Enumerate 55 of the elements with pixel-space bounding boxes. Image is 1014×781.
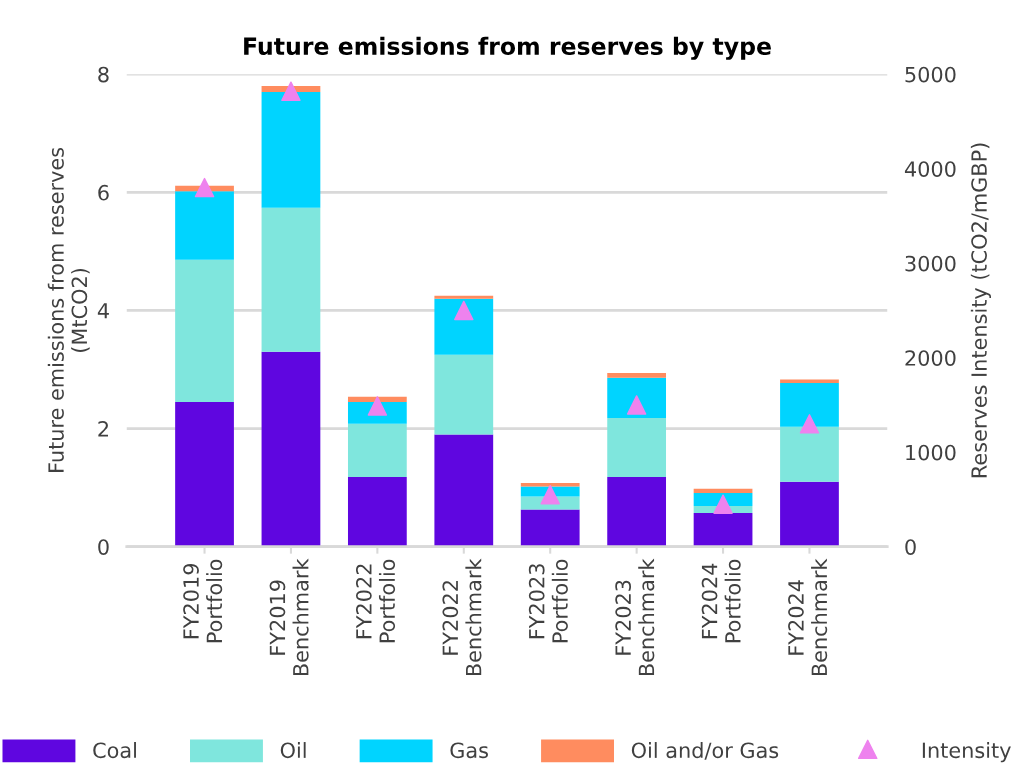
legend-label: Coal — [93, 742, 136, 759]
bar — [607, 373, 667, 378]
x-tick-label: FY2023 Benchmark — [615, 558, 655, 676]
bar — [261, 91, 321, 208]
chart-title: Future emissions from reserves by type — [244, 36, 771, 60]
y2-axis-title: Reserves Intensity (tCO2/mGBP) — [970, 143, 991, 478]
bar — [780, 383, 839, 427]
legend-label: Oil and/or Gas — [631, 742, 779, 760]
bar — [780, 481, 839, 547]
point — [799, 414, 820, 434]
bar — [347, 477, 407, 547]
x-tick-label: FY2019 Portfolio — [183, 559, 223, 643]
y2-tick-label: 4000 — [904, 161, 956, 177]
bar — [693, 513, 753, 547]
y-tick-label: 0 — [98, 539, 109, 555]
bar — [261, 351, 321, 547]
y2-tick-label: 1000 — [906, 444, 956, 461]
bar — [607, 417, 667, 478]
bar — [434, 434, 494, 547]
x-tick-label: FY2022 Portfolio — [355, 559, 396, 643]
x-tick-label: FY2022 Benchmark — [442, 558, 482, 676]
x-tick-label: FY2023 Portfolio — [528, 559, 568, 643]
y-tick-label: 8 — [98, 66, 109, 83]
bar — [520, 509, 580, 547]
point — [281, 81, 301, 101]
y-tick-label: 6 — [98, 184, 109, 201]
x-tick-label: FY2024 Portfolio — [701, 559, 741, 643]
bar — [261, 207, 321, 352]
y2-tick-label: 5000 — [905, 66, 956, 83]
bar — [175, 259, 234, 402]
y2-tick-label: 2000 — [905, 350, 956, 366]
legend-label: Gas — [450, 742, 488, 759]
bar — [175, 402, 234, 547]
legend-label: Intensity — [922, 742, 1011, 763]
point — [454, 300, 474, 321]
bar — [175, 191, 234, 260]
y-tick-label: 2 — [98, 421, 108, 437]
point — [713, 494, 733, 514]
bar — [607, 477, 667, 547]
y2-tick-label: 3000 — [905, 255, 956, 272]
bar — [347, 423, 407, 478]
x-tick-label: FY2024 Benchmark — [788, 558, 828, 676]
x-tick-label: FY2019 Benchmark — [269, 558, 309, 676]
y-axis-title: Future emissions from reserves (MtCO2) — [47, 147, 90, 472]
y2-tick-label: 0 — [905, 539, 916, 555]
bar — [607, 377, 667, 418]
bar — [434, 354, 494, 435]
bar — [434, 295, 494, 299]
bar — [434, 298, 494, 355]
point — [194, 177, 215, 198]
bar — [780, 426, 839, 482]
legend-label: Oil — [280, 742, 306, 759]
bar — [693, 488, 753, 493]
point — [540, 484, 560, 505]
y-tick-label: 4 — [97, 303, 109, 319]
